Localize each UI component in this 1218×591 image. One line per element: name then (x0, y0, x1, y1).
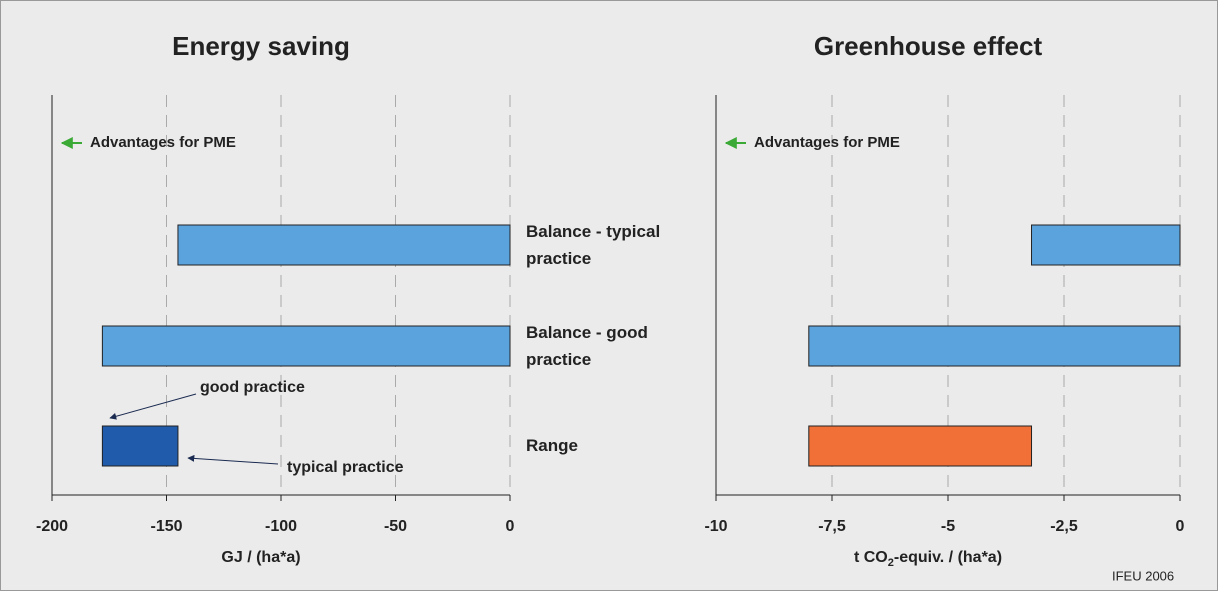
x-tick-label: -100 (265, 518, 297, 535)
annotation: Advantages for PME (754, 134, 900, 151)
x-tick-label: 0 (1176, 518, 1185, 535)
x-tick-label: 0 (506, 518, 515, 535)
x-tick-label: -2,5 (1050, 518, 1078, 535)
bar (177, 224, 511, 266)
x-axis-label-part: -equiv. / (ha*a) (894, 549, 1002, 566)
range-label: typical practice (287, 459, 404, 476)
chart-title: Energy saving (172, 31, 350, 61)
x-axis-label-part: 2 (888, 557, 894, 569)
category-label: Balance - good practice (526, 323, 648, 369)
chart-title: Greenhouse effect (814, 31, 1043, 61)
range-label: good practice (200, 379, 305, 396)
x-axis-label: t CO2-equiv. / (ha*a) (854, 549, 1002, 569)
label-arrow (187, 454, 279, 465)
x-tick-label: -50 (384, 518, 407, 535)
bar (808, 325, 1181, 367)
x-tick-label: -7,5 (818, 518, 846, 535)
range-bar (101, 425, 179, 467)
source: IFEU 2006 (1112, 568, 1174, 583)
x-tick-label: -200 (36, 518, 68, 535)
x-axis-label-part: t CO (854, 549, 888, 566)
category-label: Balance - typical practice (526, 222, 661, 268)
x-tick-label: -150 (150, 518, 182, 535)
bar (1031, 224, 1181, 266)
category-label: Range (526, 436, 578, 455)
x-tick-label: -5 (941, 518, 955, 535)
range-bar (808, 425, 1033, 467)
label-arrow (109, 393, 197, 420)
x-tick-label: -10 (704, 518, 727, 535)
annotation: Advantages for PME (90, 134, 236, 151)
x-axis-label: GJ / (ha*a) (221, 549, 300, 566)
bar (101, 325, 511, 367)
